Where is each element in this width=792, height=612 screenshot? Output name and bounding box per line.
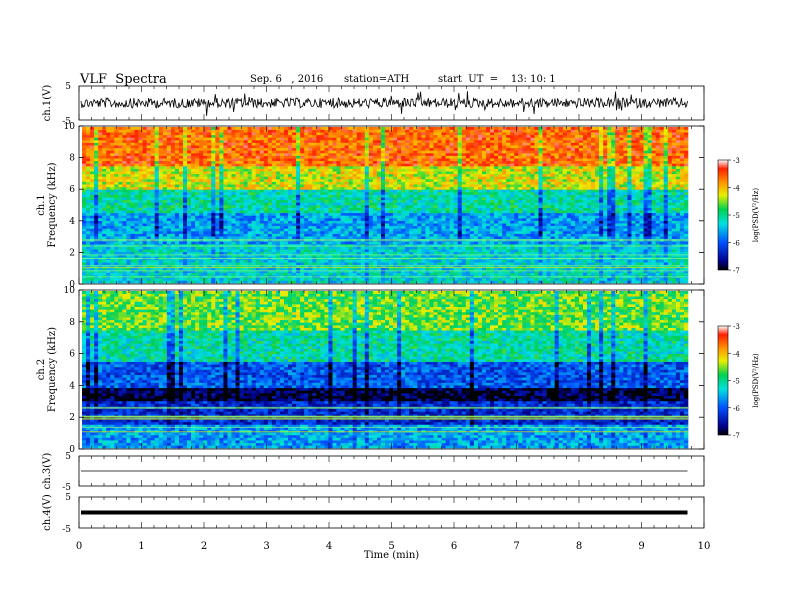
y-tick-label: 6 (69, 350, 75, 360)
x-tick-label: 3 (263, 541, 269, 552)
y-tick-label: 4 (69, 217, 75, 227)
spectrogram-ch2 (82, 291, 689, 449)
x-tick-label: 7 (513, 541, 519, 552)
y-tick-label: 0 (69, 280, 75, 290)
x-tick-label: 0 (76, 541, 82, 552)
x-tick-label: 2 (201, 541, 207, 552)
y-tick-label: 5 (65, 452, 71, 462)
y-tick-label: -5 (62, 525, 71, 535)
y-tick-label: 6 (69, 185, 75, 195)
x-tick-label: 8 (576, 541, 582, 552)
y-tick-label: 0 (69, 445, 75, 455)
y-tick-label: 5 (65, 82, 71, 92)
date-label: Sep. 6 , 2016 (250, 74, 324, 85)
x-tick-label: 5 (388, 541, 394, 552)
colorbar-label: log(PSD(V²/Hz) (752, 353, 760, 408)
colorbar-tick-label: -6 (733, 405, 740, 413)
panel-ylabel: Frequency (kHz) (47, 162, 58, 247)
x-tick-label: 4 (326, 541, 332, 552)
y-tick-label: 8 (69, 318, 75, 328)
x-tick-label: 1 (138, 541, 144, 552)
panel-ylabel: Frequency (kHz) (47, 327, 58, 412)
figure-title: VLF Spectra (80, 72, 167, 87)
y-tick-label: 2 (69, 248, 75, 258)
colorbar-tick-label: -5 (733, 212, 740, 220)
y-tick-label: 2 (69, 413, 75, 423)
panel-ylabel: ch.4(V) (42, 494, 53, 531)
panel-ylabel: ch.2 (36, 359, 47, 381)
colorbar-tick-label: -6 (733, 240, 740, 248)
colorbar-tick-label: -3 (733, 157, 740, 165)
y-tick-label: 8 (69, 154, 75, 164)
trace-ch1V (80, 91, 688, 116)
colorbar-tick-label: -7 (733, 432, 740, 440)
colorbar-tick-label: -4 (733, 350, 740, 358)
panel-ylabel: ch.1 (36, 194, 47, 216)
colorbar-tick-label: -4 (733, 185, 740, 193)
start-time-label: start UT = 13: 10: 1 (438, 74, 556, 85)
y-tick-label: 10 (64, 122, 76, 132)
x-tick-label: 6 (451, 541, 457, 552)
x-axis-label: Time (min) (364, 550, 419, 561)
y-tick-label: -5 (62, 483, 71, 493)
ch1-waveform (80, 91, 688, 116)
y-tick-label: -5 (62, 117, 71, 127)
y-tick-label: 10 (64, 286, 76, 296)
panel-ylabel: ch.1(V) (42, 85, 53, 122)
station-label: station=ATH (344, 74, 410, 85)
colorbar-1 (717, 159, 729, 271)
x-tick-label: 10 (698, 541, 711, 552)
colorbar-label: log(PSD(V²/Hz) (752, 188, 760, 243)
spectrogram-ch1 (82, 127, 689, 284)
colorbar-tick-label: -5 (733, 378, 740, 386)
y-tick-label: 4 (69, 381, 75, 391)
colorbar-tick-label: -3 (733, 323, 740, 331)
x-tick-label: 9 (638, 541, 644, 552)
colorbar-tick-label: -7 (733, 267, 740, 275)
colorbar-2 (717, 325, 729, 436)
y-tick-label: 5 (65, 493, 71, 503)
panel-ylabel: ch.3(V) (42, 453, 53, 490)
